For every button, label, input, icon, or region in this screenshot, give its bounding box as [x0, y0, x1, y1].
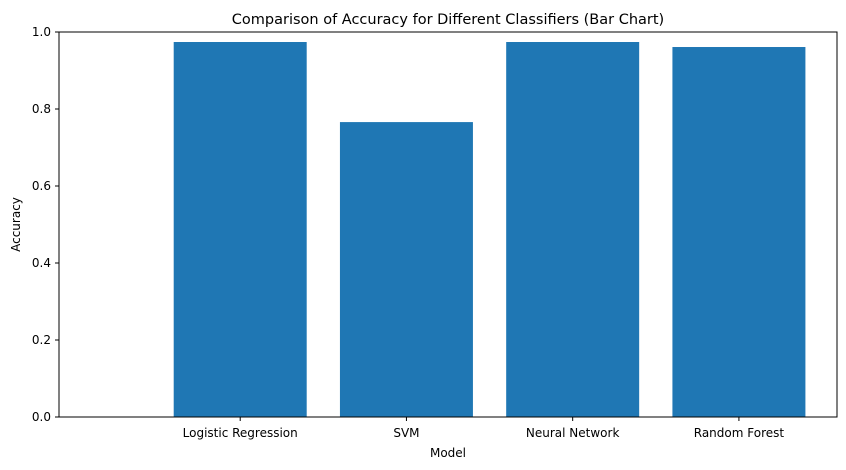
x-axis-label: Model [430, 446, 466, 460]
chart-title: Comparison of Accuracy for Different Cla… [232, 12, 664, 28]
y-tick-label: 0.8 [32, 102, 51, 116]
x-tick-label: SVM [393, 426, 419, 440]
y-tick-label: 0.4 [32, 256, 51, 270]
y-axis: 0.0 0.2 0.4 0.6 0.8 1.0 [32, 25, 59, 424]
bar-neural-network [506, 42, 640, 417]
y-tick-label: 0.6 [32, 179, 51, 193]
y-tick-label: 1.0 [32, 25, 51, 39]
bar-svm [339, 122, 473, 417]
bar-random-forest [672, 47, 806, 417]
x-tick-label: Random Forest [694, 426, 785, 440]
y-tick-label: 0.2 [32, 333, 51, 347]
x-tick-label: Logistic Regression [183, 426, 298, 440]
plot-frame [58, 31, 838, 418]
y-axis-label: Accuracy [9, 197, 23, 252]
bar-logistic-regression [173, 42, 307, 417]
x-tick-label: Neural Network [526, 426, 620, 440]
y-tick-label: 0.0 [32, 410, 51, 424]
bars-layer [173, 42, 806, 417]
x-axis: Logistic Regression SVM Neural Network Rand… [183, 417, 785, 440]
